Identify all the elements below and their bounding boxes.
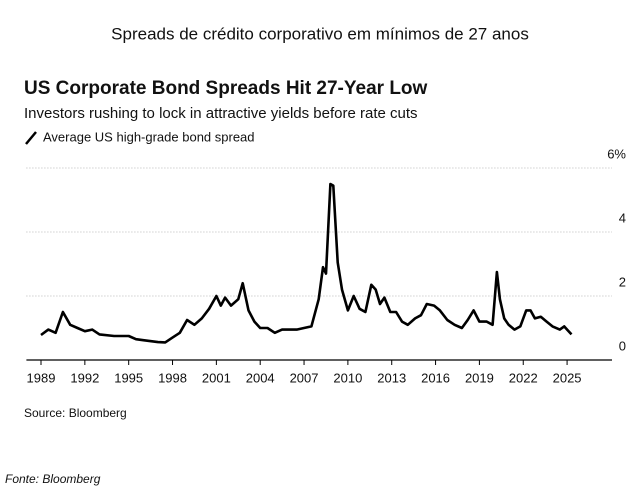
x-tick-label: 2022 [509,370,538,385]
x-tick-label: 2001 [202,370,231,385]
x-tick-label: 2019 [465,370,494,385]
x-tick-label: 2010 [333,370,362,385]
x-tick-label: 2025 [553,370,582,385]
legend-label: Average US high-grade bond spread [43,129,255,144]
line [40,182,573,344]
page-title: Spreads de crédito corporativo em mínimo… [111,24,529,43]
caption: Fonte: Bloomberg [5,472,101,486]
y-tick-label: 4 [619,210,626,225]
legend-swatch [25,131,37,145]
x-tick-label: 1995 [114,370,143,385]
chart-subtitle: Investors rushing to lock in attractive … [24,105,418,122]
x-tick-label: 1992 [70,370,99,385]
x-tick-label: 1998 [158,370,187,385]
x-tick-label: 1989 [27,370,56,385]
x-tick-label: 2007 [290,370,319,385]
chart-title: US Corporate Bond Spreads Hit 27-Year Lo… [24,78,428,99]
chart-source: Source: Bloomberg [24,406,127,420]
y-tick-label: 0 [619,338,626,353]
y-tick-label: 2 [619,274,626,289]
x-tick-label: 2016 [421,370,450,385]
x-tick-label: 2004 [246,370,275,385]
x-tick-label: 2013 [377,370,406,385]
y-tick-label: 6% [607,146,626,161]
